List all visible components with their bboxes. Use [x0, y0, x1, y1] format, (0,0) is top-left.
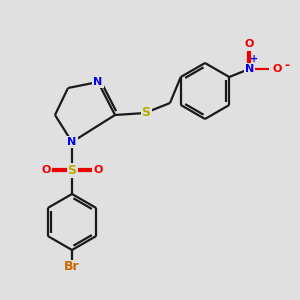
- Text: O: O: [244, 39, 254, 49]
- Text: O: O: [273, 64, 282, 74]
- Text: S: S: [68, 164, 76, 176]
- Text: N: N: [93, 77, 103, 87]
- Text: O: O: [41, 165, 51, 175]
- Text: +: +: [250, 54, 258, 64]
- Text: N: N: [244, 64, 254, 74]
- Text: -: -: [285, 58, 290, 71]
- Text: Br: Br: [64, 260, 80, 274]
- Text: O: O: [93, 165, 103, 175]
- Text: S: S: [142, 106, 151, 119]
- Text: N: N: [68, 137, 76, 147]
